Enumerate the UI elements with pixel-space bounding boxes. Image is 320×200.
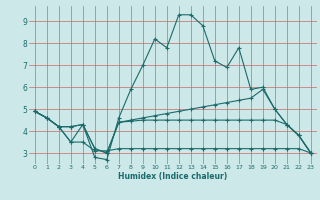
X-axis label: Humidex (Indice chaleur): Humidex (Indice chaleur) [118,172,228,181]
